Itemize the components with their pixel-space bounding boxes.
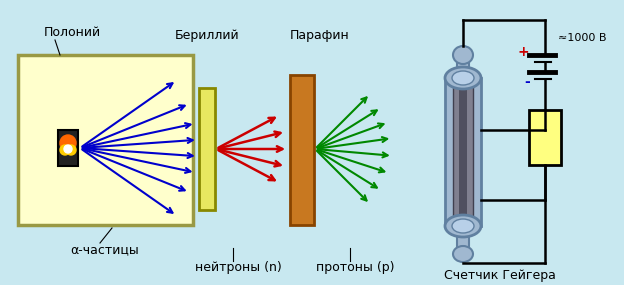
Text: Бериллий: Бериллий: [175, 28, 240, 42]
Bar: [199, 88, 215, 210]
Text: Парафин: Парафин: [290, 28, 350, 42]
Bar: [445, 78, 481, 226]
Text: Счетчик Гейгера: Счетчик Гейгера: [444, 268, 556, 282]
Bar: [529, 110, 561, 165]
Bar: [453, 82, 473, 222]
Bar: [457, 226, 469, 254]
Text: -: -: [524, 75, 530, 89]
Text: Полоний: Полоний: [44, 25, 100, 38]
Bar: [459, 82, 467, 222]
Text: нейтроны (n): нейтроны (n): [195, 262, 281, 274]
Ellipse shape: [445, 215, 481, 237]
Bar: [290, 75, 314, 225]
Circle shape: [64, 145, 72, 153]
Bar: [457, 55, 469, 80]
Bar: [58, 130, 78, 166]
Ellipse shape: [453, 246, 473, 262]
Text: протоны (р): протоны (р): [316, 262, 394, 274]
Bar: [18, 55, 193, 225]
Circle shape: [60, 145, 70, 155]
Ellipse shape: [445, 67, 481, 89]
Text: +: +: [517, 45, 529, 59]
Circle shape: [60, 135, 76, 151]
Ellipse shape: [453, 46, 473, 64]
Circle shape: [66, 145, 76, 155]
Text: α-частицы: α-частицы: [71, 243, 139, 256]
Text: ≈1000 В: ≈1000 В: [558, 33, 607, 43]
Ellipse shape: [452, 71, 474, 85]
Ellipse shape: [452, 219, 474, 233]
